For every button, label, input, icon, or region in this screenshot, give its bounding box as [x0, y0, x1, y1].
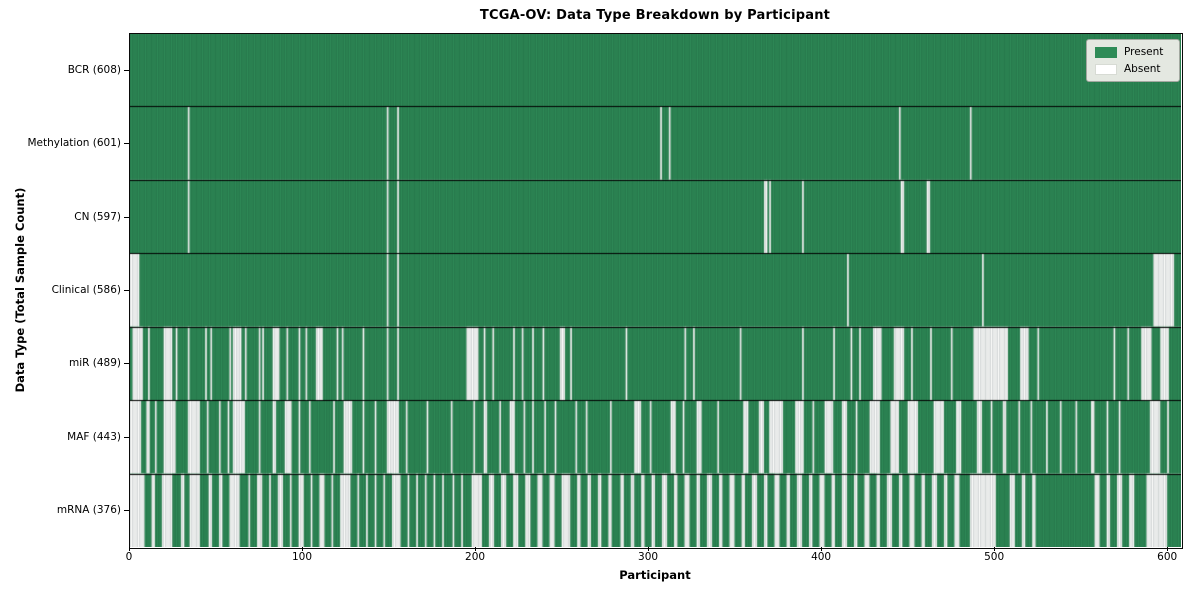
x-tick-mark — [475, 547, 476, 551]
x-tick-label-300: 300 — [638, 551, 659, 563]
y-tick-mark — [124, 510, 129, 511]
x-tick-mark — [994, 547, 995, 551]
legend: Present Absent — [1086, 39, 1180, 82]
x-tick-label-200: 200 — [465, 551, 486, 563]
y-tick-mark — [124, 363, 129, 364]
y-tick-label-mir: miR (489) — [68, 357, 121, 370]
y-tick-label-clinical: Clinical (586) — [51, 284, 121, 296]
y-tick-mark — [124, 290, 129, 291]
x-tick-mark — [648, 547, 649, 551]
heatmap-canvas — [129, 33, 1181, 547]
y-tick-mark — [124, 217, 129, 218]
y-tick-label-mrna: mRNA (376) — [56, 504, 121, 517]
x-tick-mark — [302, 547, 303, 551]
chart-title: TCGA-OV: Data Type Breakdown by Particip… — [479, 8, 831, 23]
x-axis-label: Participant — [619, 568, 691, 582]
x-tick-label-0: 0 — [125, 551, 133, 563]
legend-item-present: Present — [1095, 46, 1171, 58]
y-tick-label-methylation: Methylation (601) — [27, 137, 121, 150]
x-tick-label-400: 400 — [811, 551, 832, 563]
x-tick-mark — [129, 547, 130, 551]
x-tick-label-500: 500 — [984, 551, 1005, 563]
x-tick-label-600: 600 — [1157, 551, 1178, 563]
y-tick-mark — [124, 70, 129, 71]
y-tick-label-maf: MAF (443) — [67, 430, 121, 443]
y-tick-label-cn: CN (597) — [74, 210, 121, 223]
y-tick-label-bcr: BCR (608) — [67, 63, 121, 76]
x-tick-mark — [1167, 547, 1168, 551]
y-tick-mark — [124, 437, 129, 438]
y-tick-mark — [124, 143, 129, 144]
x-tick-label-100: 100 — [291, 551, 313, 563]
legend-label-present: Present — [1124, 46, 1164, 58]
x-tick-mark — [821, 547, 822, 551]
present-swatch-icon — [1095, 46, 1117, 58]
legend-label-absent: Absent — [1124, 63, 1161, 75]
absent-swatch-icon — [1095, 63, 1117, 75]
legend-item-absent: Absent — [1095, 63, 1171, 75]
